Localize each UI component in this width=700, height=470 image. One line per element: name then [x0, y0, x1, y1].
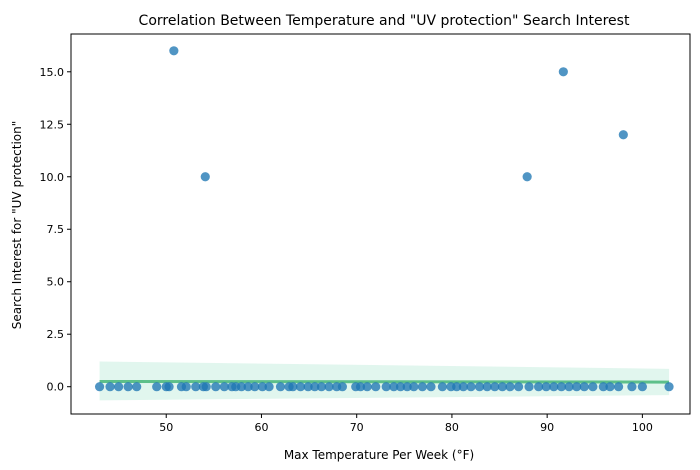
x-tick-label: 80: [445, 421, 459, 434]
plot-area-frame: [70, 33, 691, 415]
data-point: [618, 130, 628, 140]
data-point: [275, 382, 286, 392]
data-point: [355, 382, 366, 392]
data-point: [613, 382, 624, 392]
data-point: [94, 382, 105, 392]
data-point: [132, 382, 142, 392]
data-point: [211, 382, 221, 392]
x-axis-label: Max Temperature Per Week (°F): [284, 448, 474, 462]
x-tick-label: 70: [350, 421, 364, 434]
data-point: [558, 67, 568, 77]
chart-title: Correlation Between Temperature and "UV …: [139, 13, 630, 29]
data-point: [556, 382, 567, 392]
data-point: [466, 382, 476, 392]
data-point: [627, 382, 637, 392]
data-point: [490, 382, 500, 392]
y-tick-label: 15.0: [40, 66, 65, 79]
data-point: [533, 382, 544, 392]
data-point: [191, 382, 201, 392]
data-point: [524, 382, 534, 392]
data-point: [417, 382, 428, 392]
data-point: [426, 382, 436, 392]
data-point: [371, 382, 381, 392]
data-point: [505, 382, 515, 392]
data-point: [605, 382, 615, 392]
data-point: [437, 382, 447, 392]
data-point: [105, 382, 115, 392]
data-points-layer: [94, 46, 674, 392]
x-tick-label: 100: [632, 421, 653, 434]
data-point: [201, 382, 211, 392]
data-point: [337, 382, 348, 392]
data-point: [181, 382, 191, 392]
x-axis: 50 60 70 80 90 100: [159, 414, 653, 434]
data-point: [169, 46, 179, 56]
data-point: [264, 382, 274, 392]
data-point: [381, 382, 391, 392]
data-point: [164, 382, 174, 392]
data-point: [579, 382, 589, 392]
data-point: [541, 382, 551, 392]
y-tick-label: 7.5: [47, 223, 65, 236]
trend-line: [99, 379, 670, 384]
data-point: [114, 382, 124, 392]
x-tick-label: 60: [254, 421, 268, 434]
y-tick-label: 0.0: [47, 381, 65, 394]
data-point: [362, 382, 372, 392]
trend-line-layer: [99, 379, 670, 384]
x-tick-label: 90: [540, 421, 554, 434]
data-point: [409, 382, 419, 392]
data-point: [288, 382, 298, 392]
data-point: [236, 382, 247, 392]
y-axis: 0.0 2.5 5.0 7.5 10.0 12.5 15.0: [40, 66, 71, 394]
data-point: [303, 382, 313, 392]
data-point: [219, 382, 229, 392]
y-tick-label: 10.0: [40, 171, 65, 184]
data-point: [513, 382, 524, 392]
data-point: [250, 382, 260, 392]
y-tick-label: 12.5: [40, 118, 65, 131]
data-point: [497, 382, 507, 392]
data-point: [572, 382, 582, 392]
data-point: [389, 382, 399, 392]
data-point: [588, 382, 598, 392]
data-point: [402, 382, 412, 392]
y-tick-label: 5.0: [47, 276, 65, 289]
data-point: [152, 382, 162, 392]
data-point: [395, 382, 406, 392]
data-point: [310, 382, 320, 392]
data-point: [123, 382, 133, 392]
data-point: [458, 382, 468, 392]
x-tick-label: 50: [159, 421, 173, 434]
data-point: [324, 382, 334, 392]
data-point: [316, 382, 327, 392]
data-point: [243, 382, 253, 392]
y-tick-label: 2.5: [47, 328, 65, 341]
data-point: [598, 382, 608, 392]
data-point: [637, 382, 647, 392]
data-point: [564, 382, 574, 392]
data-point: [452, 382, 462, 392]
data-point: [257, 382, 268, 392]
data-point: [482, 382, 492, 392]
data-point: [200, 172, 210, 182]
data-point: [664, 382, 674, 392]
data-point: [295, 382, 306, 392]
data-point: [549, 382, 559, 392]
data-point: [474, 382, 485, 392]
y-axis-label: Search Interest for "UV protection": [10, 121, 24, 330]
data-point: [522, 172, 532, 182]
